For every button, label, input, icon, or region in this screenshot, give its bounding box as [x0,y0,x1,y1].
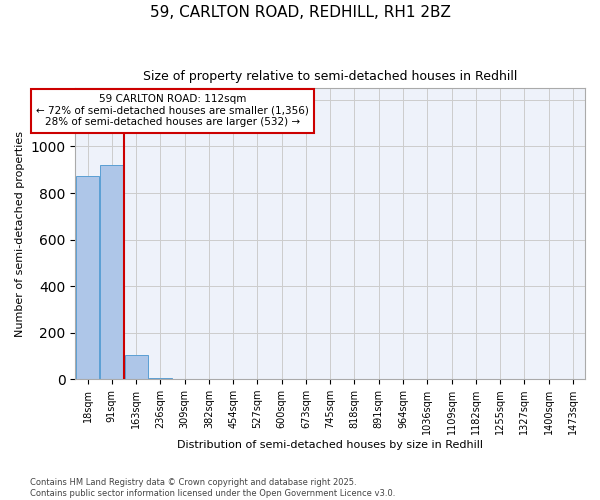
X-axis label: Distribution of semi-detached houses by size in Redhill: Distribution of semi-detached houses by … [177,440,483,450]
Bar [76,176,99,379]
Text: 59 CARLTON ROAD: 112sqm
← 72% of semi-detached houses are smaller (1,356)
28% of: 59 CARLTON ROAD: 112sqm ← 72% of semi-de… [36,94,309,128]
Bar [125,354,148,379]
Title: Size of property relative to semi-detached houses in Redhill: Size of property relative to semi-detach… [143,70,517,83]
Text: 59, CARLTON ROAD, REDHILL, RH1 2BZ: 59, CARLTON ROAD, REDHILL, RH1 2BZ [149,5,451,20]
Bar [100,165,124,379]
Bar [149,378,172,379]
Text: Contains HM Land Registry data © Crown copyright and database right 2025.
Contai: Contains HM Land Registry data © Crown c… [30,478,395,498]
Y-axis label: Number of semi-detached properties: Number of semi-detached properties [15,130,25,336]
